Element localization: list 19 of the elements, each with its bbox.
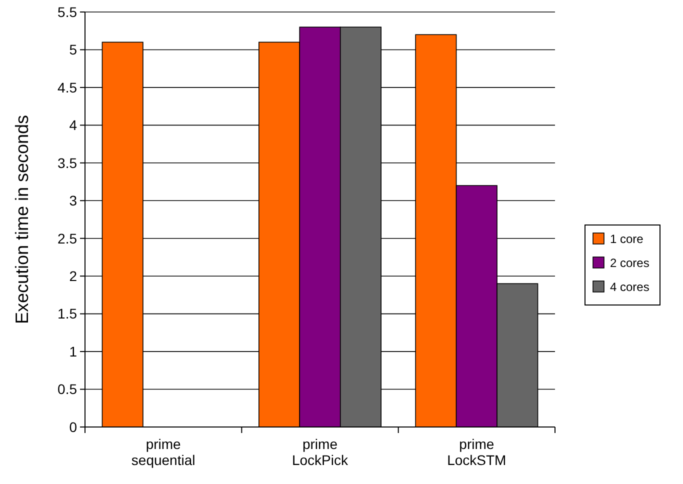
legend-label: 1 core — [610, 232, 644, 246]
y-tick-label: 2 — [69, 268, 78, 284]
legend-label: 2 cores — [610, 256, 650, 270]
x-tick-label: prime LockPick — [292, 436, 350, 468]
y-tick-label: 3.5 — [58, 154, 78, 171]
y-tick-label: 5 — [69, 42, 78, 58]
y-tick-label: 2.5 — [58, 230, 78, 246]
y-tick-label: 4 — [69, 117, 78, 134]
y-tick-label: 0.5 — [58, 381, 78, 398]
y-tick-label: 5.5 — [58, 4, 78, 20]
y-tick-label: 4.5 — [58, 79, 78, 96]
x-tick-label: prime sequential — [131, 436, 196, 468]
y-tick-label: 1.5 — [58, 306, 78, 322]
y-tick-label: 3 — [69, 192, 78, 209]
x-tick-label: prime LockSTM — [447, 436, 506, 468]
y-tick-label: 1 — [69, 343, 78, 360]
y-tick-label: 0 — [69, 418, 78, 435]
legend-label: 4 cores — [610, 280, 650, 294]
y-axis-title: Execution time in seconds — [12, 114, 32, 324]
